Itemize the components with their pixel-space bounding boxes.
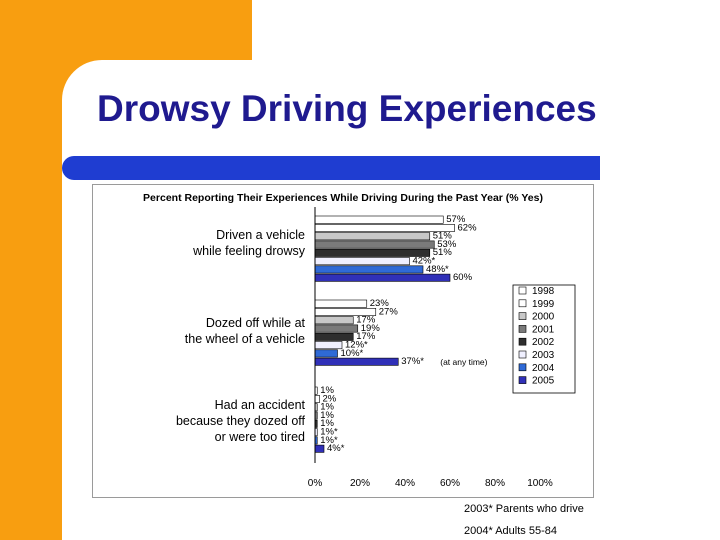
- bar-2004-0: [314, 265, 424, 274]
- bar-2000-1: [314, 316, 354, 325]
- value-label-2000-1: 17%: [356, 315, 376, 326]
- value-label-2004-1: 10%*: [341, 348, 364, 359]
- bar-2003-1: [314, 341, 343, 350]
- value-label-2005-0: 60%: [453, 272, 473, 283]
- legend-swatch-2001: [518, 325, 527, 333]
- category-label-1-0: Dozed off while at: [206, 316, 306, 330]
- value-label-2004-2: 1%*: [320, 435, 338, 446]
- value-label-2003-1: 12%*: [345, 340, 368, 351]
- value-label-1998-1: 23%: [370, 298, 390, 309]
- bar-2005-1: [314, 357, 399, 366]
- value-label-2000-0: 51%: [433, 231, 453, 242]
- x-tick-label-5: 100%: [527, 478, 553, 489]
- legend-label-2000: 2000: [532, 312, 555, 323]
- legend-swatch-2005: [518, 376, 527, 384]
- value-label-2005-1: 37%*: [401, 356, 424, 367]
- bar-2001-1: [314, 324, 359, 333]
- value-label-2001-1: 19%: [361, 323, 381, 334]
- category-label-0-0: Driven a vehicle: [216, 228, 305, 242]
- value-label-2002-2: 1%: [320, 418, 334, 429]
- category-label-0-1: while feeling drowsy: [192, 244, 306, 258]
- drowsy-driving-chart: Percent Reporting Their Experiences Whil…: [143, 192, 576, 489]
- bar-2000-0: [314, 232, 431, 241]
- category-label-2-0: Had an accident: [215, 398, 306, 412]
- chart-frame: Percent Reporting Their Experiences Whil…: [92, 184, 594, 498]
- legend-label-2005: 2005: [532, 376, 555, 387]
- value-label-2003-2: 1%*: [320, 427, 338, 438]
- value-label-2001-0: 53%: [437, 239, 457, 250]
- category-label-1-1: the wheel of a vehicle: [185, 332, 305, 346]
- value-label-1998-2: 1%: [320, 385, 334, 396]
- legend-swatch-2003: [518, 350, 527, 359]
- legend-swatch-2000: [518, 312, 527, 320]
- category-label-2-1: because they dozed off: [176, 414, 306, 428]
- x-tick-label-4: 80%: [485, 478, 505, 489]
- value-label-2002-1: 17%: [356, 331, 376, 342]
- x-tick-label-1: 20%: [350, 478, 370, 489]
- bar-2005-0: [314, 273, 451, 282]
- legend-label-2002: 2002: [532, 337, 555, 348]
- x-tick-label-0: 0%: [308, 478, 323, 489]
- value-label-1999-0: 62%: [458, 222, 478, 233]
- annotation-0: (at any time): [440, 357, 487, 367]
- legend-label-2004: 2004: [532, 363, 555, 374]
- legend-label-2001: 2001: [532, 324, 555, 335]
- slide-title: Drowsy Driving Experiences: [97, 88, 597, 129]
- bar-2005-2: [314, 444, 325, 453]
- footnote-2003: 2003* Parents who drive: [464, 503, 584, 515]
- legend-swatch-1998: [518, 286, 527, 295]
- legend-swatch-2002: [518, 337, 527, 346]
- orange-side-strip: [0, 100, 62, 540]
- bar-1998-0: [314, 215, 444, 224]
- value-label-2005-2: 4%*: [327, 443, 345, 454]
- footnote-2004: 2004* Adults 55-84: [464, 525, 557, 537]
- value-label-2003-0: 42%*: [413, 256, 436, 267]
- title-underline-bar: [62, 156, 600, 180]
- chart-title: Percent Reporting Their Experiences Whil…: [143, 192, 543, 204]
- bar-2003-0: [314, 257, 410, 266]
- category-label-2-2: or were too tired: [215, 430, 305, 444]
- value-label-2000-2: 1%: [320, 402, 334, 413]
- bar-2001-0: [314, 240, 435, 249]
- legend-label-2003: 2003: [532, 350, 555, 361]
- value-label-2001-2: 1%: [320, 410, 334, 421]
- value-label-1999-2: 2%: [323, 393, 337, 404]
- value-label-1998-0: 57%: [446, 214, 466, 225]
- legend-label-1999: 1999: [532, 299, 555, 310]
- value-label-2002-0: 51%: [433, 247, 453, 258]
- value-label-2004-0: 48%*: [426, 264, 449, 275]
- legend-label-1998: 1998: [532, 286, 555, 297]
- bar-2004-1: [314, 349, 338, 358]
- value-label-1999-1: 27%: [379, 306, 399, 317]
- x-tick-label-2: 40%: [395, 478, 415, 489]
- legend-swatch-1999: [518, 299, 527, 308]
- bar-1999-2: [314, 395, 320, 403]
- x-tick-label-3: 60%: [440, 478, 460, 489]
- legend-swatch-2004: [518, 363, 527, 372]
- bar-1998-1: [314, 299, 368, 308]
